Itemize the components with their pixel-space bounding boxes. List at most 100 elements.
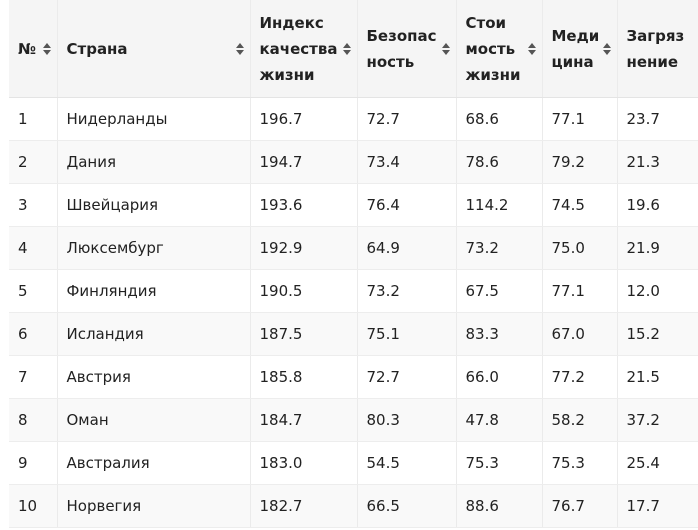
cell-safety: 64.9: [357, 226, 457, 270]
cell-rank: 3: [9, 183, 58, 227]
cell-rank: 9: [9, 441, 58, 485]
sort-arrows-icon[interactable]: [42, 42, 51, 55]
cell-cost-of-living: 88.6: [456, 484, 543, 528]
cell-safety: 76.4: [357, 183, 457, 227]
cell-healthcare: 75.0: [542, 226, 618, 270]
table-row: 4 Люксембург 192.9 64.9 73.2 75.0 21.9: [9, 226, 698, 270]
sort-arrows-icon[interactable]: [441, 42, 450, 55]
cell-rank: 6: [9, 312, 58, 356]
cell-healthcare: 74.5: [542, 183, 618, 227]
table-row: 7 Австрия 185.8 72.7 66.0 77.2 21.5: [9, 355, 698, 399]
cell-healthcare: 79.2: [542, 140, 618, 184]
column-header-cost-of-living[interactable]: Стои мость жизни: [456, 0, 543, 98]
cell-safety: 80.3: [357, 398, 457, 442]
column-header-label: Индекс качества жизни: [259, 13, 338, 84]
cell-cost-of-living: 73.2: [456, 226, 543, 270]
cell-pollution: 21.9: [617, 226, 698, 270]
cell-healthcare: 77.2: [542, 355, 618, 399]
sort-arrows-icon[interactable]: [527, 42, 536, 55]
cell-quality-index: 187.5: [250, 312, 358, 356]
table-body: 1 Нидерланды 196.7 72.7 68.6 77.1 23.7 2 Дания 19…: [9, 97, 698, 528]
cell-safety: 66.5: [357, 484, 457, 528]
cell-country: Швейцария: [57, 183, 251, 227]
table-row: 9 Австралия 183.0 54.5 75.3 75.3 25.4: [9, 441, 698, 485]
cell-cost-of-living: 66.0: [456, 355, 543, 399]
cell-country: Оман: [57, 398, 251, 442]
cell-cost-of-living: 68.6: [456, 97, 543, 141]
column-header-number[interactable]: №: [9, 0, 58, 98]
cell-quality-index: 194.7: [250, 140, 358, 184]
cell-country: Люксембург: [57, 226, 251, 270]
column-header-country[interactable]: Страна: [57, 0, 251, 98]
cell-cost-of-living: 47.8: [456, 398, 543, 442]
cell-rank: 1: [9, 97, 58, 141]
cell-safety: 72.7: [357, 97, 457, 141]
column-header-label: №: [18, 39, 37, 58]
column-header-quality-index[interactable]: Индекс качества жизни: [250, 0, 358, 98]
cell-quality-index: 196.7: [250, 97, 358, 141]
cell-cost-of-living: 114.2: [456, 183, 543, 227]
cell-pollution: 25.4: [617, 441, 698, 485]
cell-rank: 2: [9, 140, 58, 184]
cell-pollution: 17.7: [617, 484, 698, 528]
column-header-label: Меди цина: [551, 26, 600, 71]
column-header-safety[interactable]: Безопас ность: [357, 0, 457, 98]
cell-safety: 73.4: [357, 140, 457, 184]
cell-quality-index: 190.5: [250, 269, 358, 313]
table-row: 3 Швейцария 193.6 76.4 114.2 74.5 19.6: [9, 183, 698, 227]
column-header-healthcare[interactable]: Меди цина: [542, 0, 618, 98]
cell-pollution: 19.6: [617, 183, 698, 227]
cell-cost-of-living: 78.6: [456, 140, 543, 184]
cell-quality-index: 182.7: [250, 484, 358, 528]
cell-pollution: 21.5: [617, 355, 698, 399]
cell-healthcare: 58.2: [542, 398, 618, 442]
cell-cost-of-living: 67.5: [456, 269, 543, 313]
cell-rank: 5: [9, 269, 58, 313]
cell-healthcare: 77.1: [542, 269, 618, 313]
cell-country: Нидерланды: [57, 97, 251, 141]
cell-pollution: 37.2: [617, 398, 698, 442]
cell-country: Австралия: [57, 441, 251, 485]
column-header-label: Стои мость жизни: [465, 13, 521, 84]
cell-country: Исландия: [57, 312, 251, 356]
cell-rank: 8: [9, 398, 58, 442]
quality-of-life-table: № Страна Индекс качества жизни Безопас н…: [9, 0, 698, 528]
cell-rank: 4: [9, 226, 58, 270]
table-row: 1 Нидерланды 196.7 72.7 68.6 77.1 23.7: [9, 97, 698, 141]
cell-quality-index: 193.6: [250, 183, 358, 227]
cell-country: Финляндия: [57, 269, 251, 313]
cell-pollution: 15.2: [617, 312, 698, 356]
cell-quality-index: 185.8: [250, 355, 358, 399]
table-row: 6 Исландия 187.5 75.1 83.3 67.0 15.2: [9, 312, 698, 356]
sort-arrows-icon[interactable]: [235, 42, 244, 55]
header-row: № Страна Индекс качества жизни Безопас н…: [9, 0, 698, 98]
cell-quality-index: 183.0: [250, 441, 358, 485]
cell-cost-of-living: 75.3: [456, 441, 543, 485]
cell-pollution: 23.7: [617, 97, 698, 141]
column-header-label: Загряз нение: [626, 26, 685, 71]
cell-country: Норвегия: [57, 484, 251, 528]
cell-healthcare: 75.3: [542, 441, 618, 485]
table-row: 2 Дания 194.7 73.4 78.6 79.2 21.3: [9, 140, 698, 184]
table-row: 5 Финляндия 190.5 73.2 67.5 77.1 12.0: [9, 269, 698, 313]
cell-safety: 73.2: [357, 269, 457, 313]
cell-rank: 7: [9, 355, 58, 399]
sort-arrows-icon[interactable]: [602, 42, 611, 55]
cell-cost-of-living: 83.3: [456, 312, 543, 356]
cell-healthcare: 76.7: [542, 484, 618, 528]
column-header-pollution[interactable]: Загряз нение: [617, 0, 698, 98]
cell-safety: 75.1: [357, 312, 457, 356]
column-header-label: Безопас ность: [366, 26, 437, 71]
table-row: 8 Оман 184.7 80.3 47.8 58.2 37.2: [9, 398, 698, 442]
cell-healthcare: 67.0: [542, 312, 618, 356]
column-header-label: Страна: [66, 39, 128, 58]
sort-arrows-icon[interactable]: [342, 42, 351, 55]
cell-safety: 54.5: [357, 441, 457, 485]
table-row: 10 Норвегия 182.7 66.5 88.6 76.7 17.7: [9, 484, 698, 528]
table-header: № Страна Индекс качества жизни Безопас н…: [9, 0, 698, 98]
cell-safety: 72.7: [357, 355, 457, 399]
cell-pollution: 12.0: [617, 269, 698, 313]
cell-pollution: 21.3: [617, 140, 698, 184]
cell-healthcare: 77.1: [542, 97, 618, 141]
